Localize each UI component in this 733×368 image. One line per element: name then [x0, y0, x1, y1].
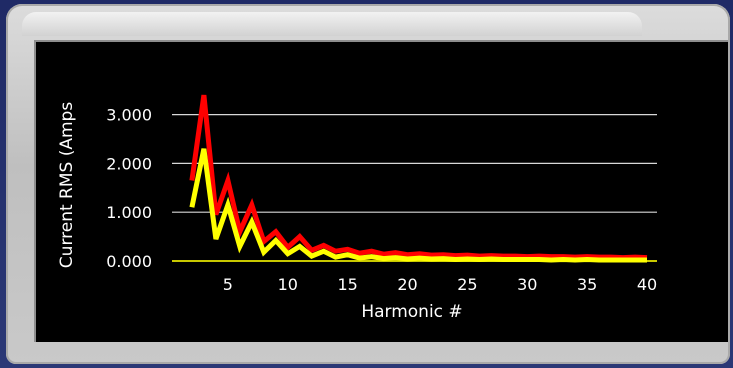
x-axis-label: Harmonic #: [361, 302, 462, 322]
y-axis-label: Current RMS (Amps: [57, 102, 77, 269]
y-tick-label: 2.000: [106, 154, 152, 173]
y-tick-label: 1.000: [106, 203, 152, 222]
chart-panel: [34, 40, 728, 342]
x-tick-label: 15: [337, 275, 357, 294]
x-tick-label: 35: [577, 275, 597, 294]
x-tick-label: 30: [517, 275, 537, 294]
x-tick-labels: 5 10 15 20 25 30 35 40: [223, 275, 657, 294]
series-lines: [189, 94, 648, 263]
x-tick-label: 20: [397, 275, 417, 294]
y-tick-label: 3.000: [106, 106, 152, 125]
x-tick-label: 5: [223, 275, 233, 294]
series-line-0: [189, 94, 648, 261]
bezel-highlight: [22, 12, 642, 36]
y-tick-labels: 0.000 1.000 2.000 3.000: [106, 106, 152, 271]
x-tick-label: 25: [457, 275, 477, 294]
y-tick-label: 0.000: [106, 252, 152, 271]
series-line-1: [189, 148, 647, 263]
x-tick-label: 40: [637, 275, 657, 294]
x-tick-label: 10: [278, 275, 298, 294]
